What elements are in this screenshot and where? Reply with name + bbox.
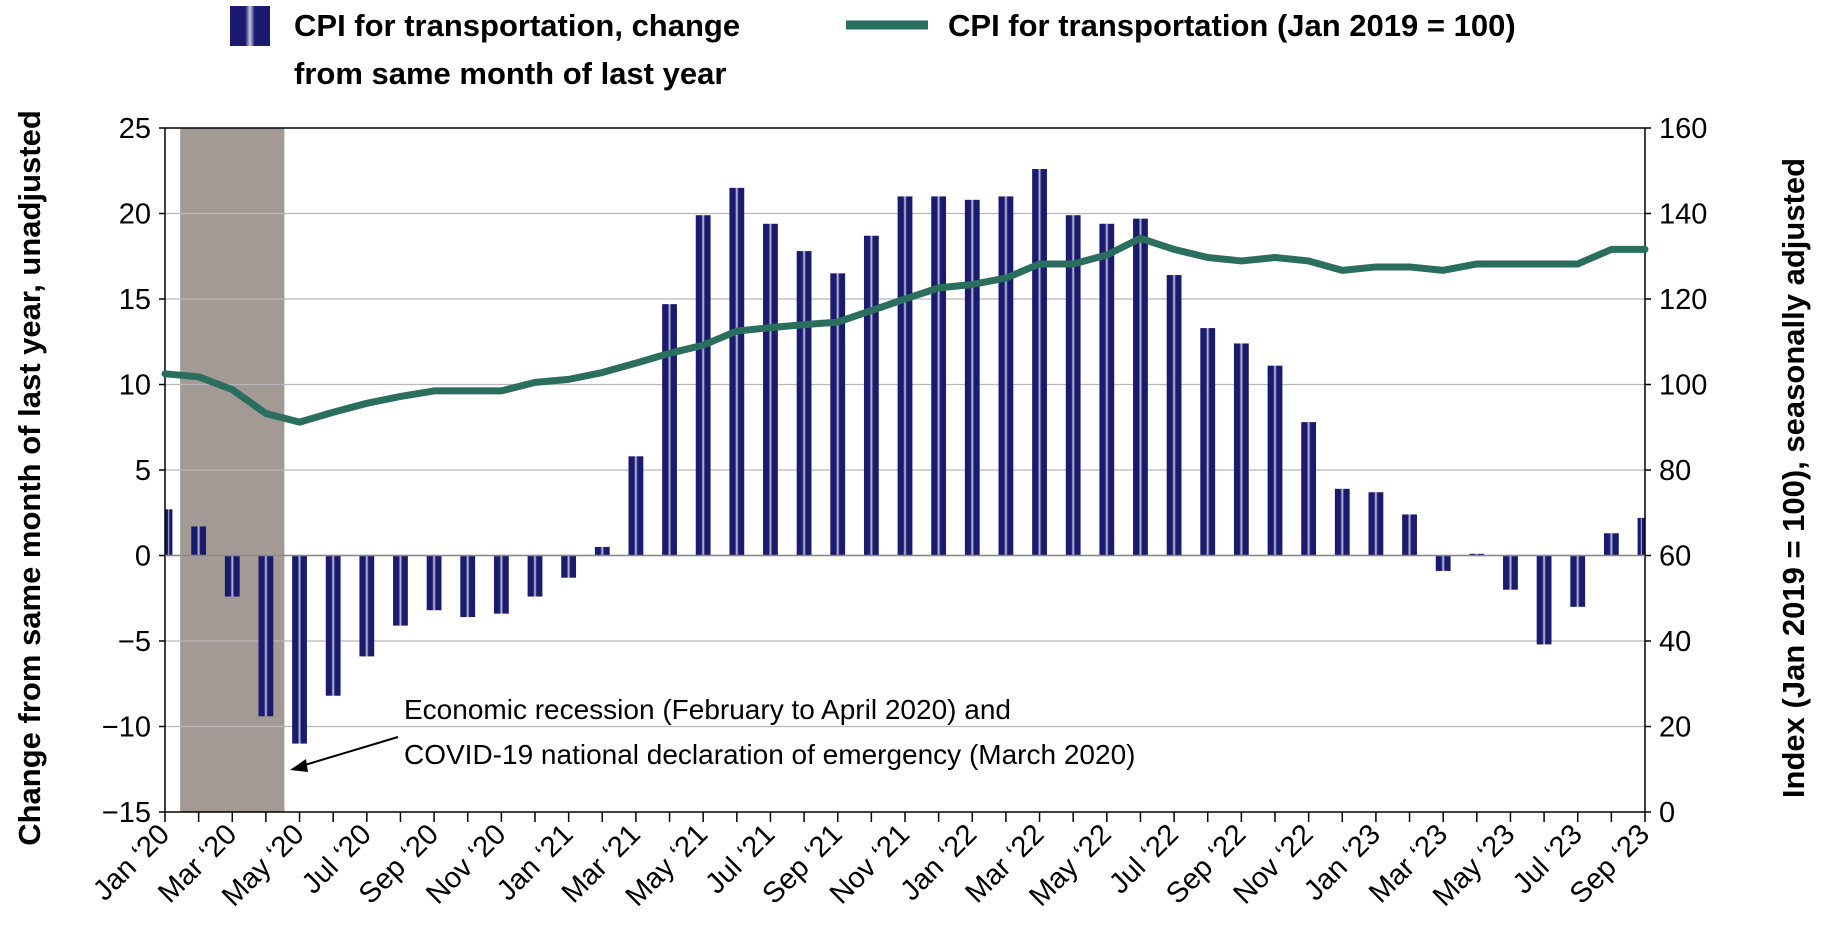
right-tick-label: 20 xyxy=(1659,712,1691,744)
bar-2023-05 xyxy=(1503,555,1518,590)
bar-2021-01 xyxy=(561,555,577,578)
bar-2023-07 xyxy=(1570,555,1586,607)
bar-2023-01 xyxy=(1368,492,1384,556)
bar-2020-04 xyxy=(258,555,274,717)
legend: CPI for transportation, change from same… xyxy=(230,6,1516,91)
index-line xyxy=(161,234,1649,426)
left-tick-label: −5 xyxy=(118,626,151,658)
bar-2020-09 xyxy=(426,555,442,611)
left-tick-label: 25 xyxy=(119,113,151,145)
right-tick-label: 80 xyxy=(1659,455,1691,487)
left-tick-label: 10 xyxy=(119,370,151,402)
bar-2022-08 xyxy=(1200,328,1216,556)
bar-2022-09 xyxy=(1233,343,1249,556)
bar-2023-04 xyxy=(1469,553,1485,556)
bar-2021-03 xyxy=(628,456,644,556)
left-axis-ticks: 25 20 15 10 5 0 −5 −10 −15 xyxy=(102,113,165,829)
annotation-arrowhead xyxy=(290,759,308,772)
right-tick-label: 140 xyxy=(1659,199,1707,231)
bar-2020-07 xyxy=(359,555,375,657)
bar-2022-04 xyxy=(1065,215,1081,556)
bar-2021-05 xyxy=(695,215,711,556)
bar-2020-08 xyxy=(393,555,408,626)
bar-2020-05 xyxy=(292,555,307,744)
left-tick-label: −15 xyxy=(102,797,151,829)
bar-2020-01 xyxy=(165,509,173,556)
left-tick-label: 15 xyxy=(119,284,151,316)
right-tick-label: 160 xyxy=(1659,113,1707,145)
annotation-line2: COVID-19 national declaration of emergen… xyxy=(404,739,1135,770)
left-axis-title: Change from same month of last year, una… xyxy=(12,110,47,846)
legend-bar-label-line1: CPI for transportation, change xyxy=(294,8,740,43)
bar-2021-11 xyxy=(897,196,913,556)
bar-2022-01 xyxy=(964,199,980,556)
left-tick-label: −10 xyxy=(102,712,151,744)
bar-2021-10 xyxy=(863,235,879,556)
bar-2022-11 xyxy=(1301,422,1317,556)
bar-2022-05 xyxy=(1099,223,1115,556)
right-tick-label: 60 xyxy=(1659,541,1691,573)
right-axis-title: Index (Jan 2019 = 100), seasonally adjus… xyxy=(1776,158,1811,798)
legend-bar-label-line2: from same month of last year xyxy=(294,56,726,91)
bar-2021-08 xyxy=(796,251,812,556)
left-tick-label: 5 xyxy=(135,455,151,487)
bar-2022-07 xyxy=(1166,275,1182,556)
legend-line-label: CPI for transportation (Jan 2019 = 100) xyxy=(948,8,1516,43)
right-tick-label: 40 xyxy=(1659,626,1691,658)
bar-2020-11 xyxy=(493,555,509,614)
bar-2021-09 xyxy=(830,273,846,556)
annotation-arrow-shaft xyxy=(297,736,399,768)
right-tick-label: 100 xyxy=(1659,370,1707,402)
bar-2022-12 xyxy=(1334,488,1350,556)
bar-2021-07 xyxy=(763,223,778,556)
bar-2022-03 xyxy=(1032,169,1047,556)
left-tick-label: 0 xyxy=(135,541,151,573)
right-tick-label: 120 xyxy=(1659,284,1707,316)
bar-2021-02 xyxy=(594,546,610,556)
left-tick-label: 20 xyxy=(119,199,151,231)
bar-2023-09 xyxy=(1637,517,1645,556)
line-series xyxy=(161,234,1649,426)
bar-2020-02 xyxy=(191,526,207,556)
bar-2023-02 xyxy=(1402,514,1417,556)
annotation-line1: Economic recession (February to April 20… xyxy=(404,694,1011,725)
annotation: Economic recession (February to April 20… xyxy=(290,694,1135,772)
bar-2021-06 xyxy=(729,187,745,556)
bar-2022-06 xyxy=(1133,218,1148,556)
right-axis-ticks: 160 140 120 100 80 60 40 20 0 xyxy=(1645,113,1707,829)
bar-2020-03 xyxy=(224,555,240,597)
bar-series xyxy=(165,169,1645,744)
bar-2020-12 xyxy=(527,555,543,597)
bar-2021-04 xyxy=(662,304,677,556)
bar-2021-12 xyxy=(931,196,947,556)
bar-2023-08 xyxy=(1603,533,1619,556)
bar-2020-06 xyxy=(325,555,341,696)
bar-2022-10 xyxy=(1267,365,1283,556)
bar-2022-02 xyxy=(998,196,1014,556)
bar-2023-03 xyxy=(1435,555,1451,571)
legend-bar-swatch xyxy=(230,6,270,46)
bar-2020-10 xyxy=(460,555,476,618)
right-tick-label: 0 xyxy=(1659,797,1675,829)
bar-2023-06 xyxy=(1536,555,1552,645)
